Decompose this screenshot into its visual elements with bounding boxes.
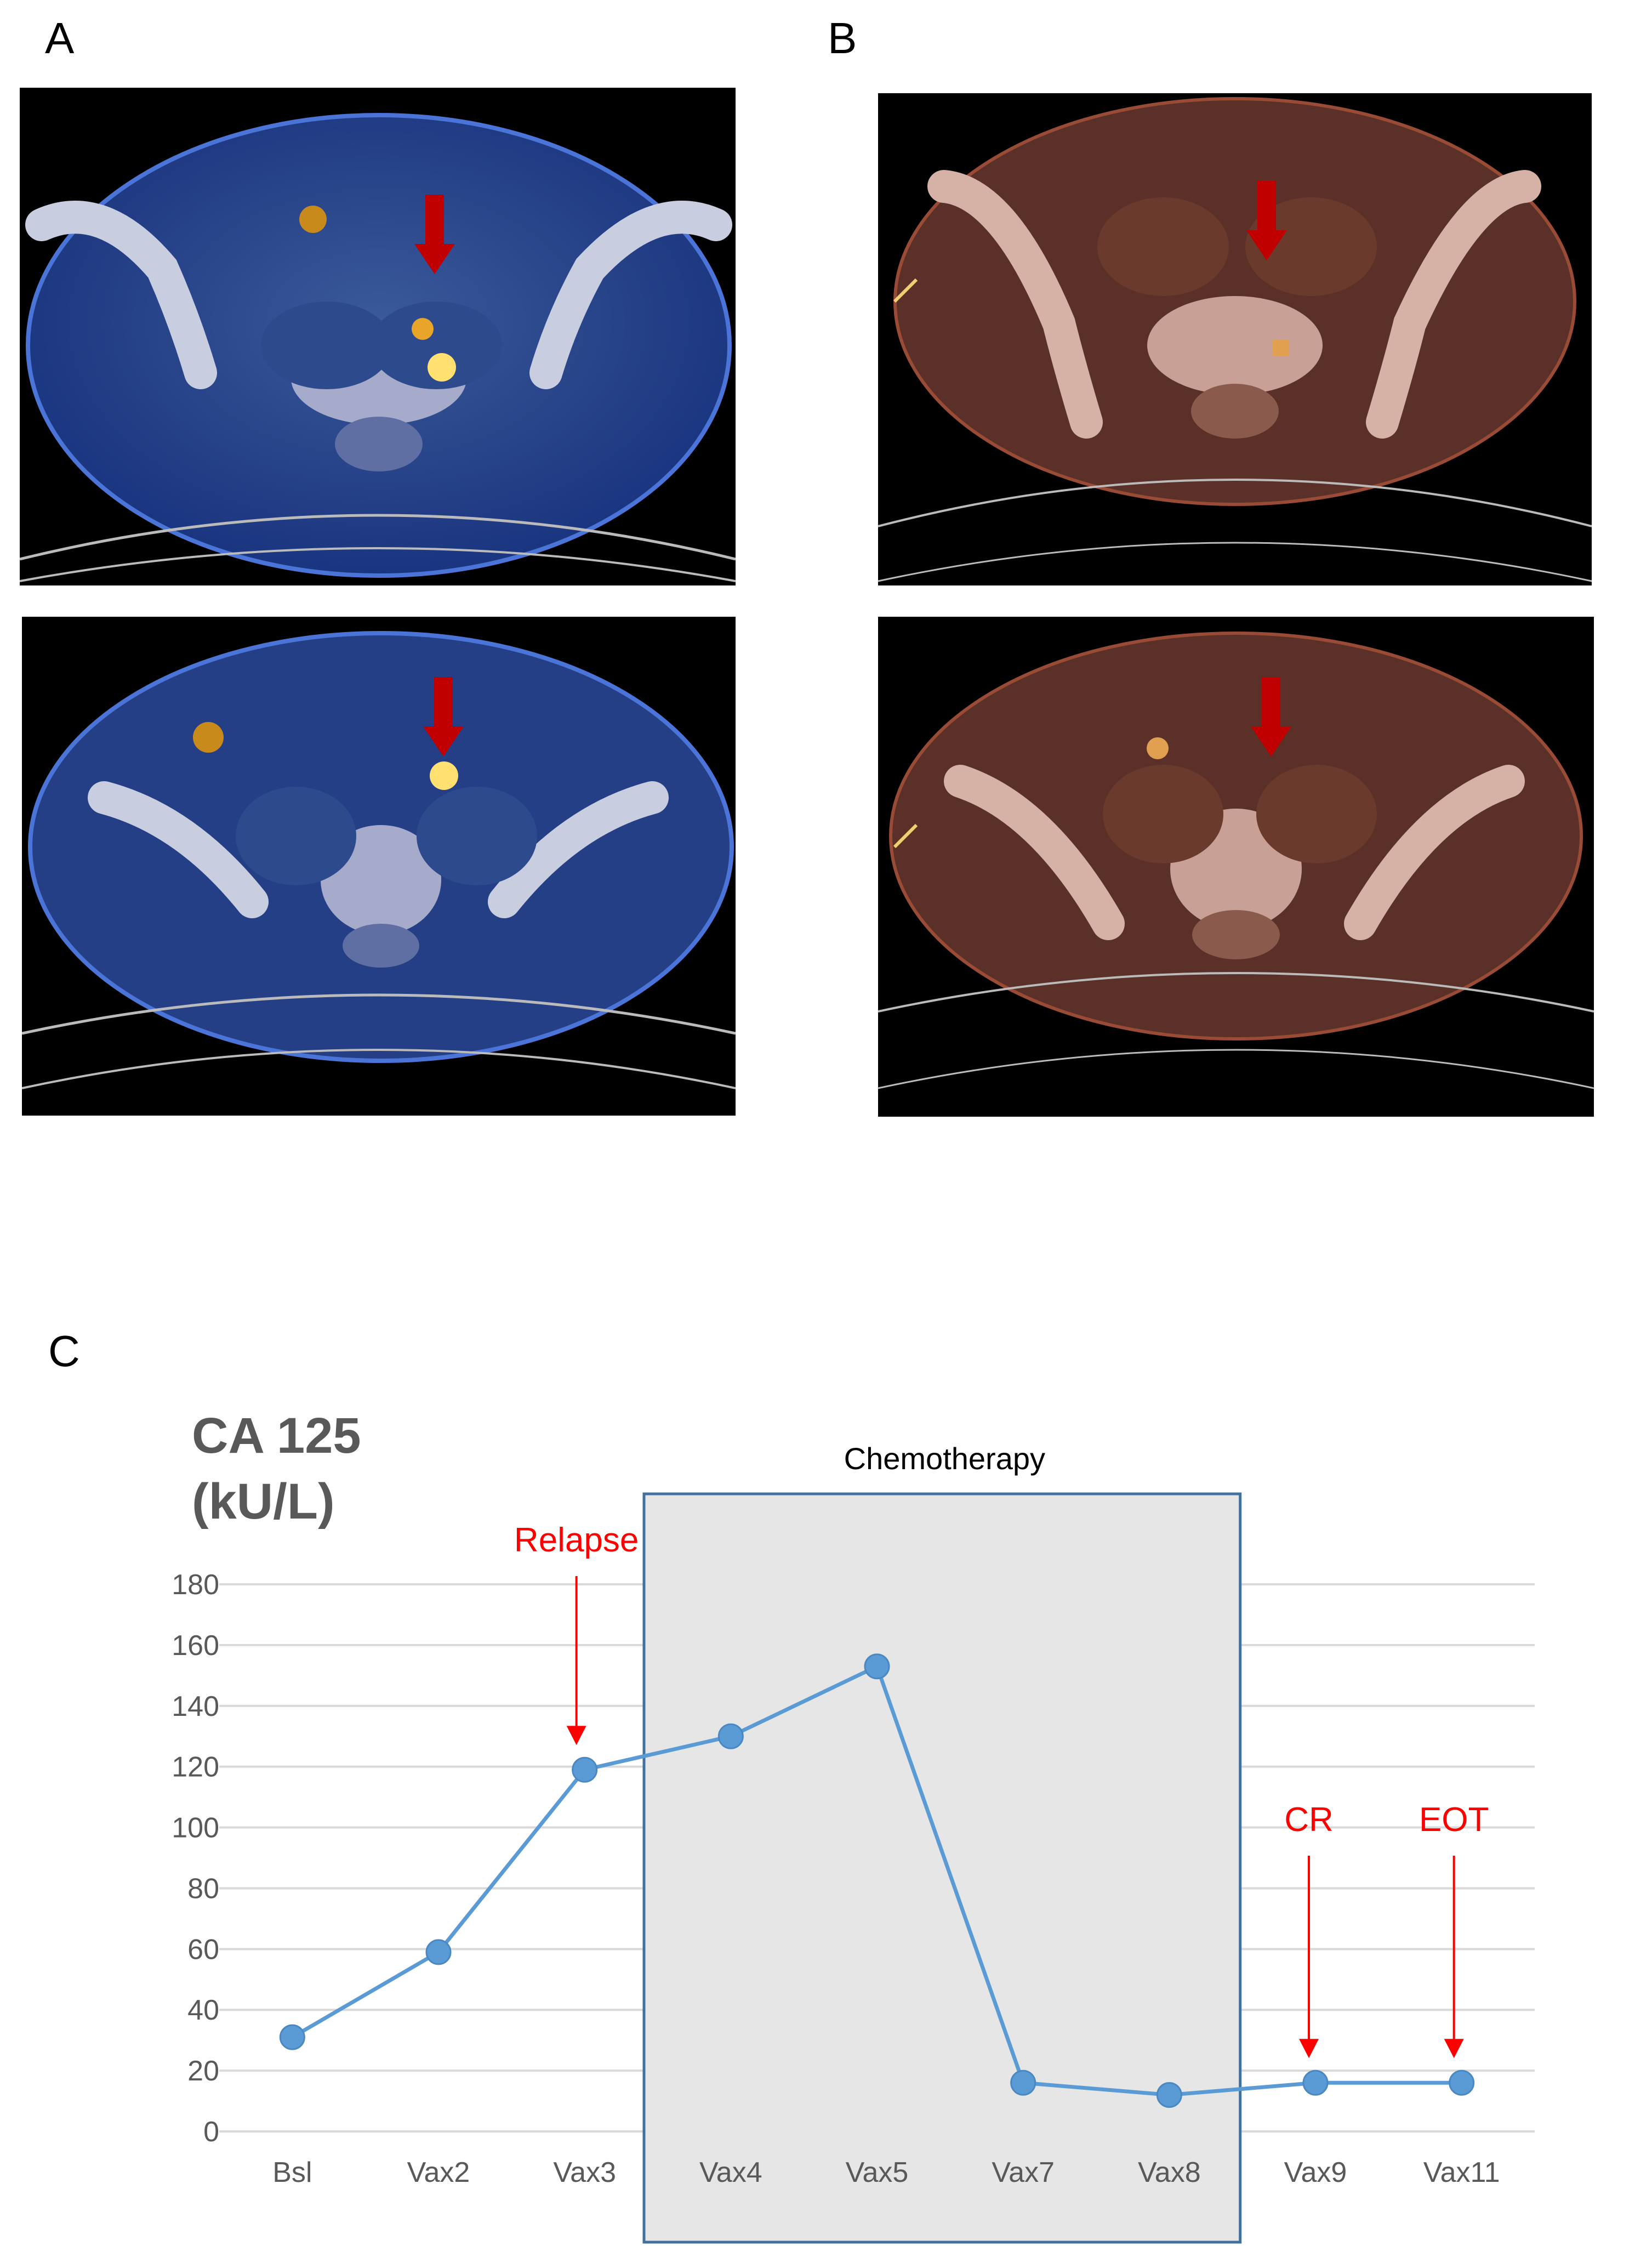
annotation-layer: Relapse CR EOT [514,1521,1489,2059]
y-tick-40: 40 [187,1994,219,2026]
data-point-vax3 [572,1756,598,1783]
x-tick-vax2: Vax2 [407,2157,470,2188]
data-point-vax2 [425,1939,452,1965]
y-tick-0: 0 [203,2116,219,2148]
x-tick-vax5: Vax5 [846,2157,909,2188]
y-tick-60: 60 [187,1934,219,1965]
panel-label-b: B [828,14,857,62]
scan-a-top [20,88,736,585]
y-tick-180: 180 [172,1569,219,1601]
panel-label-a: A [45,14,75,62]
scan-b-top [878,93,1592,585]
y-axis-label-line1: CA 125 [192,1408,361,1464]
y-tick-20: 20 [187,2055,219,2087]
panel-label-c: C [48,1327,80,1375]
annotation-arrow-head-cr [1299,2039,1319,2059]
y-tick-160: 160 [172,1630,219,1662]
x-axis-ticks: Bsl Vax2 Vax3 Vax4 Vax5 Vax7 Vax8 Vax9 Vax11 [272,2157,1500,2188]
annotation-cr: CR [1284,1801,1334,1839]
data-point-bsl [279,2024,305,2050]
annotation-arrow-head-relapse [566,1726,586,1745]
x-tick-bsl: Bsl [272,2157,312,2188]
y-tick-100: 100 [172,1812,219,1844]
data-point-vax4 [717,1723,744,1749]
annotation-arrow-head-eot [1444,2039,1464,2059]
data-point-vax8 [1156,2082,1182,2108]
y-axis-label-line2: (kU/L) [192,1474,335,1529]
x-tick-vax8: Vax8 [1138,2157,1201,2188]
chemotherapy-label: Chemotherapy [844,1441,1045,1476]
scan-b-bottom [878,617,1594,1117]
x-tick-vax11: Vax11 [1423,2157,1500,2188]
x-tick-vax4: Vax4 [699,2157,762,2188]
y-tick-140: 140 [172,1691,219,1722]
ca125-line-chart: Chemotherapy 0 20 40 60 80 100 120 140 160 180 Bs… [172,1408,1535,2244]
y-axis-ticks: 0 20 40 60 80 100 120 140 160 180 [172,1569,219,2148]
annotation-eot: EOT [1419,1801,1489,1839]
chemotherapy-box [642,1492,1242,2244]
x-tick-vax7: Vax7 [992,2157,1055,2188]
data-point-vax7 [1010,2069,1036,2096]
series-line-layer [279,1653,1475,2108]
data-point-vax9 [1302,2069,1329,2096]
y-tick-80: 80 [187,1873,219,1904]
data-point-vax5 [864,1653,890,1680]
annotation-relapse: Relapse [514,1521,639,1559]
y-tick-120: 120 [172,1752,219,1783]
x-tick-vax3: Vax3 [553,2157,616,2188]
x-tick-vax9: Vax9 [1284,2157,1347,2188]
scan-a-bottom [22,617,736,1116]
chemotherapy-region: Chemotherapy [642,1441,1242,2244]
data-point-vax11 [1449,2069,1475,2096]
